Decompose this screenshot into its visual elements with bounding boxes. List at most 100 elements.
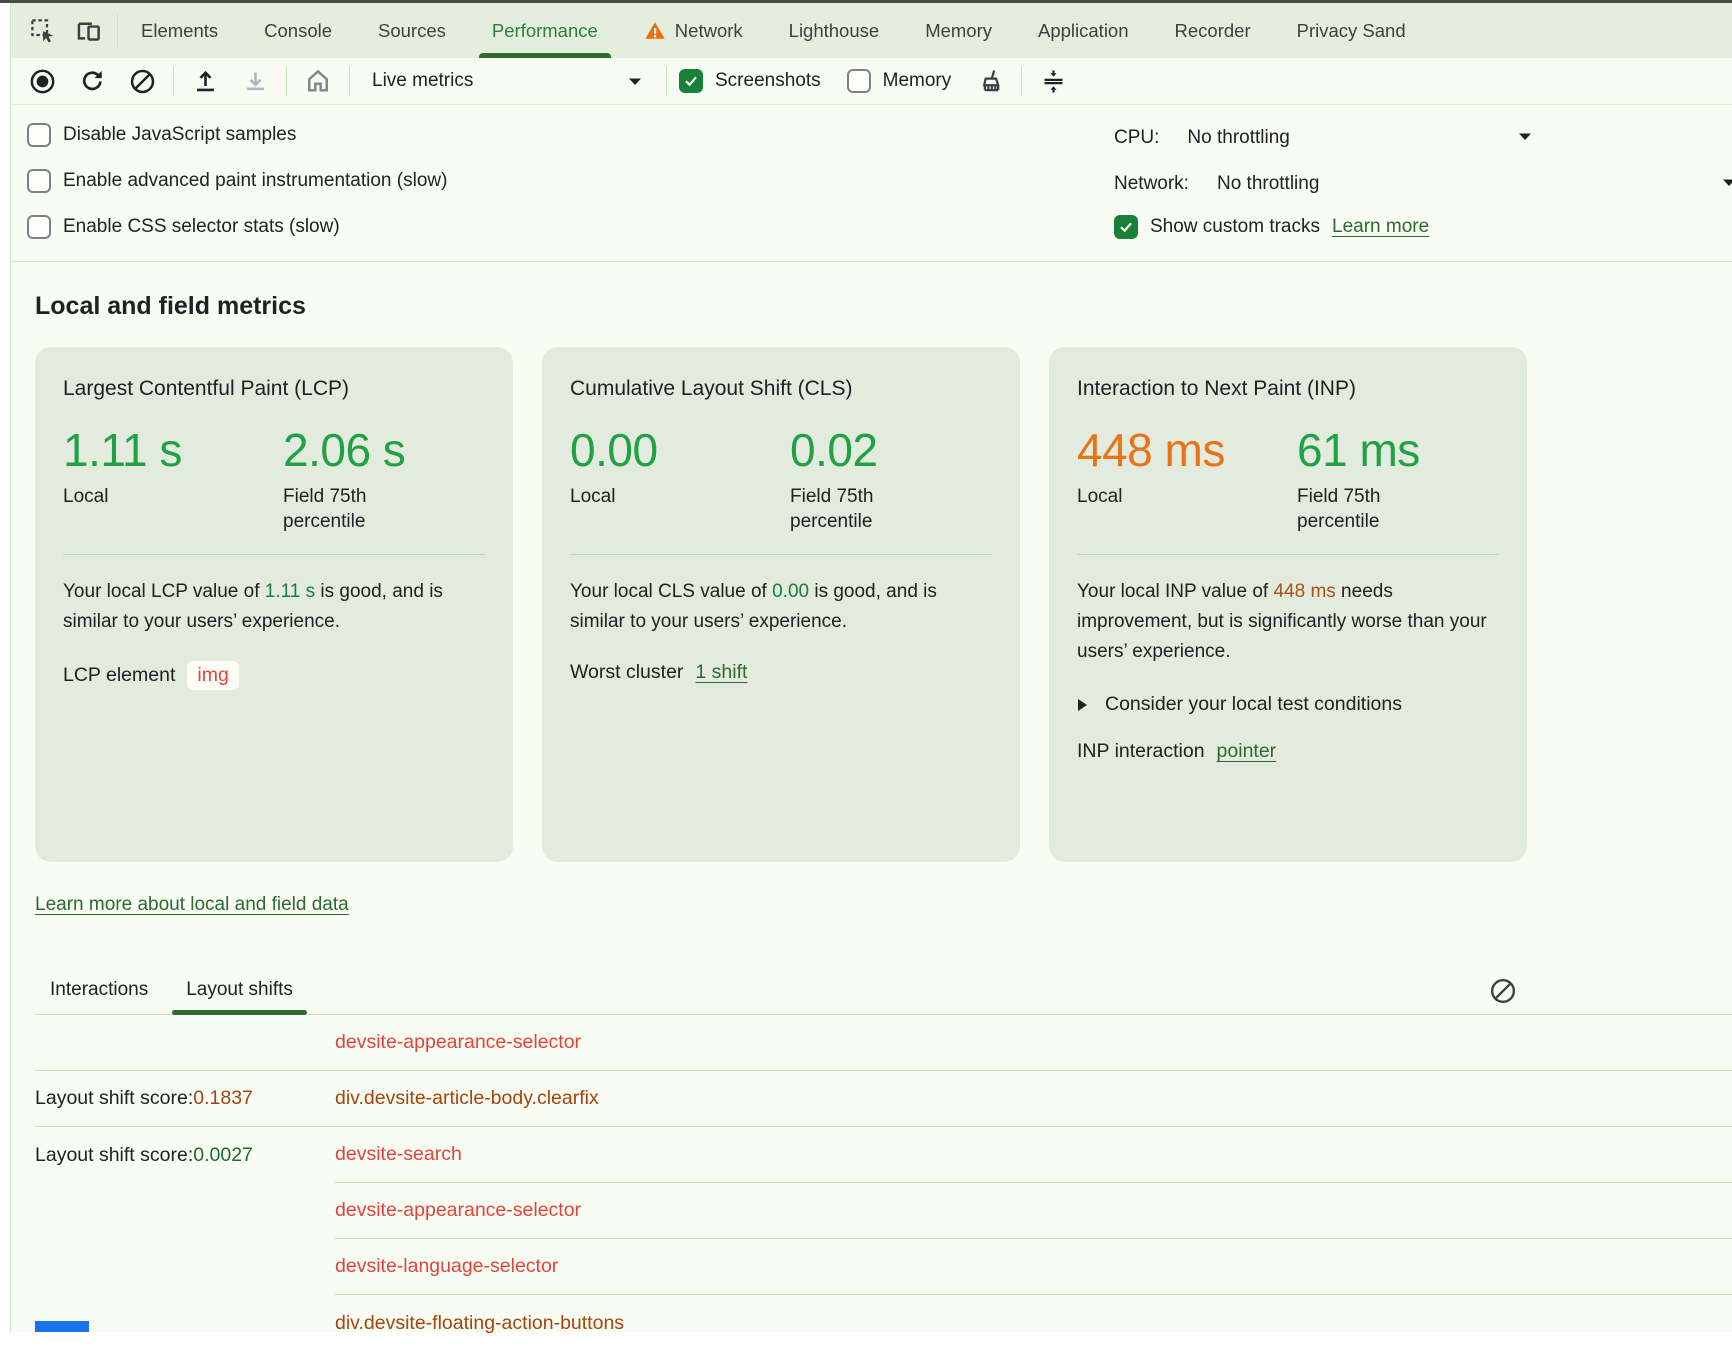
tab-sources[interactable]: Sources bbox=[378, 19, 446, 41]
learn-more-field-data-link[interactable]: Learn more about local and field data bbox=[35, 894, 349, 915]
local-test-conditions-disclosure[interactable]: Consider your local test conditions bbox=[1077, 693, 1499, 716]
tab-elements[interactable]: Elements bbox=[141, 19, 219, 41]
lcp-card: Largest Contentful Paint (LCP) 1.11 s Lo… bbox=[35, 347, 513, 862]
layout-shift-row: devsite-appearance-selector bbox=[35, 1015, 1732, 1071]
inspect-element-icon[interactable] bbox=[23, 12, 61, 50]
screenshots-checkbox[interactable]: Screenshots bbox=[679, 69, 821, 93]
worst-cluster-link[interactable]: 1 shift bbox=[695, 661, 748, 684]
divider bbox=[1077, 554, 1499, 556]
shift-element-link[interactable]: div.devsite-floating-action-buttons bbox=[335, 1311, 625, 1334]
css-selector-stats-checkbox[interactable]: Enable CSS selector stats (slow) bbox=[27, 215, 447, 239]
clear-icon[interactable] bbox=[123, 62, 161, 100]
divider bbox=[666, 66, 667, 96]
shift-score-value: 0.0027 bbox=[193, 1143, 253, 1166]
device-toolbar-icon[interactable] bbox=[69, 12, 107, 50]
divider bbox=[570, 554, 992, 556]
tab-layout-shifts[interactable]: Layout shifts bbox=[172, 966, 307, 1015]
cls-card: Cumulative Layout Shift (CLS) 0.00 Local… bbox=[542, 347, 1020, 862]
inp-interaction-link[interactable]: pointer bbox=[1216, 740, 1277, 763]
devtools-panel: Elements Console Sources Performance Net… bbox=[10, 3, 1732, 1334]
lcp-card-title: Largest Contentful Paint (LCP) bbox=[63, 377, 349, 400]
divider bbox=[35, 1014, 1732, 1015]
memory-checkbox[interactable]: Memory bbox=[846, 69, 951, 93]
lcp-field-value: 2.06 s bbox=[283, 424, 406, 476]
disable-js-samples-checkbox[interactable]: Disable JavaScript samples bbox=[27, 123, 447, 147]
lcp-description: Your local LCP value of 1.11 s is good, … bbox=[63, 581, 443, 633]
cls-field-value: 0.02 bbox=[790, 424, 878, 476]
tab-recorder[interactable]: Recorder bbox=[1174, 19, 1251, 41]
tab-performance[interactable]: Performance bbox=[469, 3, 621, 58]
cpu-throttling-select[interactable]: CPU: No throttling bbox=[1114, 123, 1732, 152]
divider bbox=[173, 66, 174, 96]
window-edge bbox=[0, 0, 1732, 3]
tab-list: Elements Console Sources Performance Net… bbox=[118, 3, 1429, 58]
chevron-down-icon bbox=[1518, 132, 1532, 141]
checkbox-checked-icon bbox=[679, 69, 703, 93]
divider bbox=[286, 66, 287, 96]
tab-interactions[interactable]: Interactions bbox=[50, 979, 149, 1000]
checkbox-unchecked-icon bbox=[27, 169, 51, 193]
checkbox-unchecked-icon bbox=[27, 215, 51, 239]
reload-record-icon[interactable] bbox=[73, 62, 111, 100]
download-profile-icon[interactable] bbox=[236, 62, 274, 100]
layout-shift-row: Layout shift score: 0.0027 devsite-searc… bbox=[35, 1127, 1732, 1183]
shift-element-link[interactable]: div.devsite-article-body.clearfix bbox=[335, 1087, 599, 1109]
chevron-down-icon bbox=[628, 77, 642, 86]
layout-shift-row: devsite-appearance-selector bbox=[35, 1183, 1732, 1239]
garbage-collect-icon[interactable] bbox=[971, 62, 1009, 100]
page-title: Local and field metrics bbox=[35, 292, 306, 320]
live-metrics-dropdown[interactable]: Live metrics bbox=[362, 70, 654, 92]
performance-toolbar: Live metrics Screenshots Memory bbox=[11, 58, 1732, 104]
live-metrics-label: Live metrics bbox=[372, 70, 474, 91]
cls-card-title: Cumulative Layout Shift (CLS) bbox=[570, 377, 853, 400]
triangle-right-icon bbox=[1077, 698, 1088, 712]
inp-local-value: 448 ms bbox=[1077, 424, 1225, 476]
inp-card-title: Interaction to Next Paint (INP) bbox=[1077, 377, 1356, 400]
shift-element-link[interactable]: devsite-appearance-selector bbox=[335, 1199, 582, 1221]
record-icon[interactable] bbox=[23, 62, 61, 100]
cls-local-value: 0.00 bbox=[570, 424, 658, 476]
tab-network[interactable]: Network bbox=[621, 3, 766, 58]
inp-field-value: 61 ms bbox=[1297, 424, 1420, 476]
tab-lighthouse[interactable]: Lighthouse bbox=[788, 19, 880, 41]
tab-privacy-sandbox[interactable]: Privacy Sand bbox=[1296, 19, 1406, 41]
network-throttling-select[interactable]: Network: No throttling bbox=[1114, 169, 1732, 198]
live-metrics-view: Local and field metrics Largest Contentf… bbox=[11, 262, 1732, 1351]
capture-settings: Disable JavaScript samples Enable advanc… bbox=[11, 104, 1732, 262]
tab-application[interactable]: Application bbox=[1038, 19, 1129, 41]
checkbox-checked-icon bbox=[1114, 215, 1138, 239]
show-custom-tracks-checkbox[interactable]: Show custom tracks Learn more bbox=[1114, 215, 1732, 239]
advanced-paint-checkbox[interactable]: Enable advanced paint instrumentation (s… bbox=[27, 169, 447, 193]
cls-description: Your local CLS value of 0.00 is good, an… bbox=[570, 581, 937, 633]
shift-element-link[interactable]: devsite-appearance-selector bbox=[335, 1031, 582, 1053]
shift-element-link[interactable]: devsite-search bbox=[335, 1143, 462, 1165]
layout-shift-row: Layout shift score: 0.1837 div.devsite-a… bbox=[35, 1071, 1732, 1127]
devtools-tabbar: Elements Console Sources Performance Net… bbox=[11, 3, 1732, 58]
custom-tracks-learn-more-link[interactable]: Learn more bbox=[1332, 216, 1430, 237]
divider bbox=[1021, 66, 1023, 96]
checkbox-unchecked-icon bbox=[27, 123, 51, 147]
home-icon[interactable] bbox=[299, 62, 337, 100]
inp-description: Your local INP value of 448 ms needs imp… bbox=[1077, 581, 1487, 663]
shift-element-link[interactable]: devsite-language-selector bbox=[335, 1255, 559, 1277]
layout-shift-row: div.devsite-floating-action-buttons bbox=[35, 1295, 1732, 1351]
tab-console[interactable]: Console bbox=[264, 19, 333, 41]
checkbox-unchecked-icon bbox=[846, 69, 871, 93]
collapse-icon[interactable] bbox=[1034, 62, 1072, 100]
shift-score-value: 0.1837 bbox=[193, 1087, 253, 1109]
lcp-local-value: 1.11 s bbox=[63, 424, 182, 476]
inp-card: Interaction to Next Paint (INP) 448 ms L… bbox=[1049, 347, 1527, 862]
tab-memory[interactable]: Memory bbox=[925, 19, 992, 41]
lcp-element-badge[interactable]: img bbox=[187, 661, 239, 691]
network-throttling-value: No throttling bbox=[1216, 172, 1320, 194]
chevron-down-icon bbox=[1722, 178, 1732, 187]
live-metrics-log: Interactions Layout shifts devsite-appea… bbox=[35, 966, 1732, 1351]
divider bbox=[349, 66, 350, 96]
divider bbox=[117, 13, 118, 48]
selected-row-indicator bbox=[35, 1321, 89, 1332]
upload-profile-icon[interactable] bbox=[186, 62, 224, 100]
metric-cards: Largest Contentful Paint (LCP) 1.11 s Lo… bbox=[35, 347, 1732, 862]
clear-log-icon[interactable] bbox=[1488, 976, 1518, 1006]
cpu-throttling-value: No throttling bbox=[1187, 126, 1290, 148]
divider bbox=[63, 554, 485, 556]
